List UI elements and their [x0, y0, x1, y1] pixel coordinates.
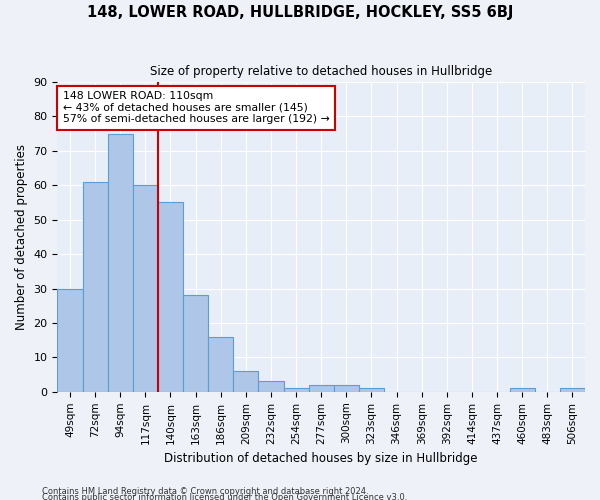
Text: 148 LOWER ROAD: 110sqm
← 43% of detached houses are smaller (145)
57% of semi-de: 148 LOWER ROAD: 110sqm ← 43% of detached…: [62, 91, 329, 124]
Bar: [560, 388, 585, 392]
Bar: [158, 202, 183, 392]
Bar: [284, 388, 308, 392]
Bar: [233, 371, 259, 392]
Bar: [133, 185, 158, 392]
Text: Contains public sector information licensed under the Open Government Licence v3: Contains public sector information licen…: [42, 492, 407, 500]
Bar: [509, 388, 535, 392]
Bar: [183, 296, 208, 392]
Text: 148, LOWER ROAD, HULLBRIDGE, HOCKLEY, SS5 6BJ: 148, LOWER ROAD, HULLBRIDGE, HOCKLEY, SS…: [87, 5, 513, 20]
Bar: [359, 388, 384, 392]
Bar: [107, 134, 133, 392]
Bar: [308, 385, 334, 392]
Bar: [334, 385, 359, 392]
Bar: [208, 336, 233, 392]
Text: Contains HM Land Registry data © Crown copyright and database right 2024.: Contains HM Land Registry data © Crown c…: [42, 486, 368, 496]
X-axis label: Distribution of detached houses by size in Hullbridge: Distribution of detached houses by size …: [164, 452, 478, 465]
Y-axis label: Number of detached properties: Number of detached properties: [15, 144, 28, 330]
Bar: [58, 288, 83, 392]
Bar: [83, 182, 107, 392]
Title: Size of property relative to detached houses in Hullbridge: Size of property relative to detached ho…: [150, 65, 493, 78]
Bar: [259, 382, 284, 392]
